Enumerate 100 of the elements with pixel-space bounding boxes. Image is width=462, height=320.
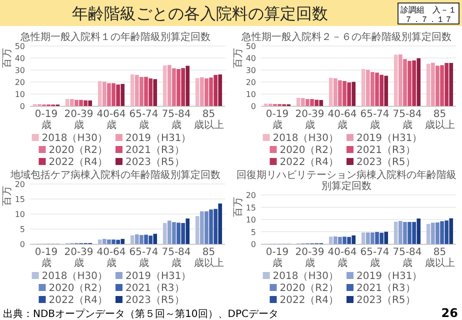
bar bbox=[120, 238, 125, 244]
legend-label: 2020（R2） bbox=[280, 283, 338, 294]
x-tick-label: 0-19歳 bbox=[34, 109, 58, 131]
x-tick-label: 20-39歳 bbox=[295, 109, 324, 131]
bar bbox=[112, 240, 116, 244]
chart-title: 急性期一般入院料１の年齢階級別算定回数 bbox=[20, 31, 210, 43]
x-tick-label: 75-84歳 bbox=[162, 109, 191, 131]
bar bbox=[403, 222, 407, 244]
bar bbox=[176, 222, 180, 244]
bar bbox=[444, 62, 448, 106]
y-tick-label: 0 bbox=[20, 102, 25, 111]
y-tick-label: 20 bbox=[246, 78, 256, 87]
y-axis-title: 百万 bbox=[2, 186, 13, 206]
chart-title: 回復期リハビリテーション病棟入院料の年齢階級別算定回数 bbox=[236, 169, 456, 192]
bar bbox=[176, 69, 180, 106]
bar bbox=[352, 235, 356, 244]
x-tick-label: 20-39歳 bbox=[64, 247, 94, 269]
y-tick-label: 10 bbox=[246, 90, 256, 99]
bar bbox=[347, 236, 351, 244]
bar bbox=[347, 82, 351, 106]
bar bbox=[148, 236, 152, 244]
legend-label: 2023（R5） bbox=[356, 157, 416, 168]
bar bbox=[79, 100, 83, 106]
legend-label: 2021（R3） bbox=[356, 145, 416, 156]
bar bbox=[338, 80, 342, 106]
legend-label: 2020（R2） bbox=[48, 283, 108, 294]
source-note: 出典：NDBオープンデータ（第５回～第10回）、DPCデータ bbox=[3, 308, 278, 320]
bar bbox=[412, 222, 416, 244]
bar bbox=[440, 65, 444, 106]
bar bbox=[130, 74, 134, 106]
legend-label: 2020（R2） bbox=[280, 145, 338, 156]
bar bbox=[361, 232, 366, 244]
y-tick-label: 30 bbox=[246, 66, 256, 75]
x-tick-label: 65-74歳 bbox=[360, 247, 390, 269]
bar bbox=[209, 210, 213, 244]
bar bbox=[416, 58, 421, 106]
bar bbox=[88, 100, 92, 106]
y-tick-label: 15 bbox=[14, 195, 25, 204]
bar bbox=[172, 68, 176, 106]
bar bbox=[449, 218, 454, 244]
bar bbox=[195, 78, 200, 106]
legend-label: 2022（R4） bbox=[48, 295, 108, 306]
legend-label: 2023（R5） bbox=[126, 157, 184, 168]
bar bbox=[431, 222, 435, 244]
bar bbox=[195, 216, 200, 244]
bar bbox=[431, 62, 435, 106]
bar bbox=[130, 235, 134, 244]
bar bbox=[296, 98, 300, 106]
y-tick-label: 15 bbox=[246, 203, 256, 212]
x-tick-label: 85歳以上 bbox=[424, 247, 455, 269]
bar bbox=[328, 236, 333, 244]
bar bbox=[140, 235, 144, 244]
bar bbox=[375, 72, 379, 106]
x-tick-label: 65-74歳 bbox=[129, 247, 158, 269]
bar bbox=[186, 218, 190, 244]
bar bbox=[218, 74, 222, 106]
y-axis-title: 百万 bbox=[233, 197, 244, 217]
bar bbox=[408, 222, 412, 244]
bar bbox=[426, 64, 430, 106]
bar bbox=[65, 98, 70, 106]
legend-label: 2021（R3） bbox=[126, 145, 184, 156]
text: ７．７．１７ bbox=[404, 15, 452, 24]
x-tick-label: 65-74歳 bbox=[360, 109, 390, 131]
bar bbox=[107, 83, 111, 106]
bar bbox=[116, 240, 120, 244]
bar bbox=[394, 54, 398, 106]
bar bbox=[168, 220, 172, 244]
x-tick-label: 0-19歳 bbox=[266, 109, 289, 131]
bar bbox=[200, 77, 204, 106]
bar bbox=[403, 59, 407, 106]
bar bbox=[181, 223, 185, 244]
bar bbox=[426, 224, 430, 244]
bar bbox=[366, 232, 370, 244]
x-tick-label: 0-19歳 bbox=[34, 247, 58, 269]
legend-label: 2019（H31） bbox=[356, 133, 422, 144]
y-tick-label: 0 bbox=[250, 102, 256, 111]
bar bbox=[168, 65, 172, 106]
bar bbox=[74, 100, 78, 106]
bar bbox=[200, 211, 204, 244]
y-axis-title: 百万 bbox=[233, 48, 244, 68]
y-tick-label: 40 bbox=[14, 54, 25, 63]
legend-label: 2019（H31） bbox=[356, 271, 422, 282]
bar bbox=[98, 240, 102, 244]
bar bbox=[334, 236, 338, 244]
text: 診調組 入－１ bbox=[400, 6, 456, 14]
bar bbox=[98, 81, 102, 106]
x-tick-label: 20-39歳 bbox=[295, 247, 324, 269]
bar bbox=[162, 65, 167, 106]
bar bbox=[148, 78, 152, 106]
x-tick-label: 75-84歳 bbox=[392, 109, 422, 131]
x-tick-label: 20-39歳 bbox=[64, 109, 94, 131]
x-tick-label: 40-64歳 bbox=[96, 109, 126, 131]
legend-label: 2018（H30） bbox=[42, 133, 108, 144]
bar bbox=[70, 99, 74, 106]
bar bbox=[444, 220, 448, 244]
bar bbox=[440, 221, 444, 244]
bar bbox=[338, 236, 342, 244]
bar bbox=[384, 76, 388, 106]
bar bbox=[120, 84, 125, 106]
y-tick-label: 20 bbox=[14, 78, 25, 87]
